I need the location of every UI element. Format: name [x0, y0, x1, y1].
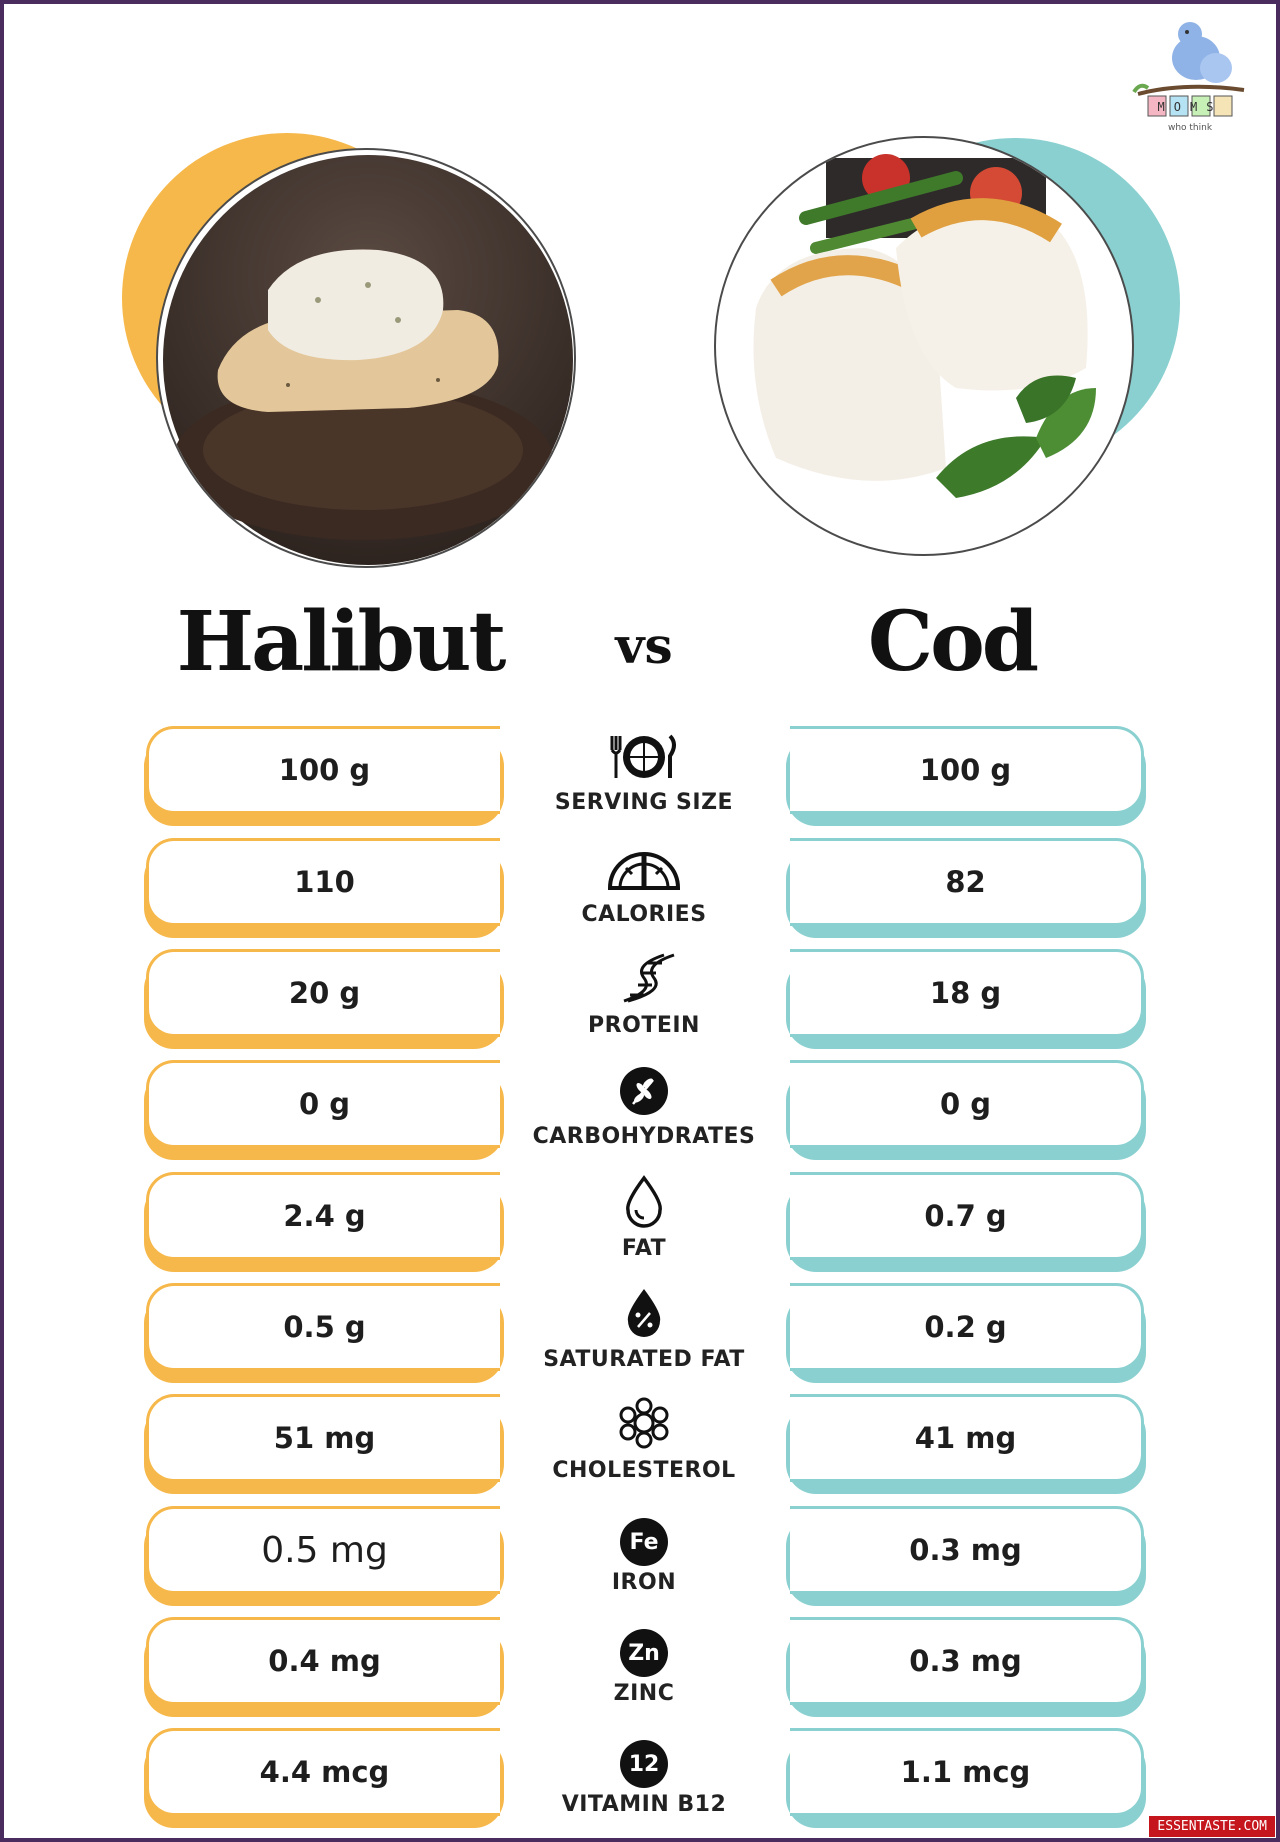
cod-value-pill: 0.7 g: [784, 1172, 1146, 1272]
nutrient-row-protein: 20 g PROTEIN 18 g: [4, 949, 1276, 1049]
cod-value-pill: 100 g: [784, 726, 1146, 826]
halibut-value-pill: 20 g: [144, 949, 506, 1049]
nutrient-label: PROTEIN: [588, 1013, 700, 1038]
halibut-value: 0.5 g: [146, 1283, 500, 1371]
vs-heading: vs: [615, 616, 673, 675]
cod-value: 0.3 mg: [790, 1506, 1144, 1594]
halibut-value: 2.4 g: [146, 1172, 500, 1260]
b12-badge-icon: 12: [620, 1740, 668, 1788]
drop-percent-icon: [622, 1285, 666, 1343]
halibut-value-pill: 110: [144, 838, 506, 938]
nutrient-row-cholesterol: 51 mg CHOLESTEROL 41 mg: [4, 1394, 1276, 1494]
cod-value: 18 g: [790, 949, 1144, 1037]
cod-value: 41 mg: [790, 1394, 1144, 1482]
zn-badge-icon: Zn: [620, 1629, 668, 1677]
halibut-value-pill: 0.5 g: [144, 1283, 506, 1383]
nutrient-label: SATURATED FAT: [543, 1347, 745, 1372]
infographic: MOMS who think: [4, 4, 1276, 1838]
halibut-value: 0 g: [146, 1060, 500, 1148]
halibut-value: 20 g: [146, 949, 500, 1037]
cod-heading: Cod: [867, 594, 1039, 690]
halibut-value-pill: 0.5 mg: [144, 1506, 506, 1606]
nutrient-row-calories: 110 CALORIES 82: [4, 838, 1276, 938]
cod-value-pill: 0.3 mg: [784, 1506, 1146, 1606]
logo-text: MOMS: [1158, 100, 1223, 114]
fe-badge-icon: Fe: [620, 1518, 668, 1566]
cod-value: 1.1 mcg: [790, 1728, 1144, 1816]
watermark[interactable]: ESSENTASTE.COM: [1148, 1815, 1276, 1838]
cod-value-pill: 18 g: [784, 949, 1146, 1049]
cod-value-pill: 1.1 mcg: [784, 1728, 1146, 1828]
grain-icon: [617, 1066, 671, 1120]
nutrient-row-saturated-fat: 0.5 g SATURATED FAT 0.2 g: [4, 1283, 1276, 1383]
svg-text:who think: who think: [1168, 123, 1213, 133]
plate-cutlery-icon: [604, 732, 684, 786]
nutrient-row-zinc: 0.4 mg Zn ZINC 0.3 mg: [4, 1617, 1276, 1717]
nutrient-row-vitamin-b12: 4.4 mcg 12 VITAMIN B12 1.1 mcg: [4, 1728, 1276, 1828]
nutrient-label: CARBOHYDRATES: [532, 1124, 756, 1149]
halibut-value: 110: [146, 838, 500, 926]
dna-icon: [604, 951, 684, 1009]
cod-value: 0 g: [790, 1060, 1144, 1148]
halibut-value-pill: 51 mg: [144, 1394, 506, 1494]
halibut-value: 0.4 mg: [146, 1617, 500, 1705]
halibut-value-pill: 0.4 mg: [144, 1617, 506, 1717]
nutrient-row-carbohydrates: 0 g CARBOHYDRATES 0 g: [4, 1060, 1276, 1160]
nutrient-row-serving-size: 100 g SERVING SIZE 100 g: [4, 726, 1276, 826]
nutrient-label: FAT: [621, 1236, 667, 1261]
moms-who-think-logo: MOMS who think: [1124, 16, 1254, 136]
nutrient-label: IRON: [611, 1570, 677, 1595]
halibut-value-pill: 0 g: [144, 1060, 506, 1160]
halibut-value-pill: 100 g: [144, 726, 506, 826]
halibut-value-pill: 4.4 mcg: [144, 1728, 506, 1828]
gauge-icon: [604, 844, 684, 898]
cod-value: 0.7 g: [790, 1172, 1144, 1260]
cod-value: 0.2 g: [790, 1283, 1144, 1371]
nutrient-label: CHOLESTEROL: [552, 1458, 736, 1483]
halibut-value: 100 g: [146, 726, 500, 814]
cod-value: 0.3 mg: [790, 1617, 1144, 1705]
cod-photo: [714, 128, 1184, 568]
cod-value-pill: 0.3 mg: [784, 1617, 1146, 1717]
halibut-value: 0.5 mg: [146, 1506, 500, 1594]
nutrient-row-iron: 0.5 mg Fe IRON 0.3 mg: [4, 1506, 1276, 1606]
halibut-value: 51 mg: [146, 1394, 500, 1482]
molecule-cluster-icon: [617, 1396, 671, 1454]
halibut-photo: [122, 128, 582, 568]
cod-value-pill: 82: [784, 838, 1146, 938]
cod-value: 100 g: [790, 726, 1144, 814]
drop-icon: [622, 1174, 666, 1232]
nutrient-label: ZINC: [613, 1681, 675, 1706]
cod-value: 82: [790, 838, 1144, 926]
halibut-heading: Halibut: [176, 594, 507, 690]
cod-value-pill: 41 mg: [784, 1394, 1146, 1494]
halibut-value-pill: 2.4 g: [144, 1172, 506, 1272]
halibut-value: 4.4 mcg: [146, 1728, 500, 1816]
cod-value-pill: 0 g: [784, 1060, 1146, 1160]
nutrient-label: SERVING SIZE: [554, 790, 734, 815]
cod-value-pill: 0.2 g: [784, 1283, 1146, 1383]
nutrient-label: VITAMIN B12: [561, 1792, 727, 1817]
nutrient-label: CALORIES: [581, 902, 707, 927]
nutrient-row-fat: 2.4 g FAT 0.7 g: [4, 1172, 1276, 1272]
